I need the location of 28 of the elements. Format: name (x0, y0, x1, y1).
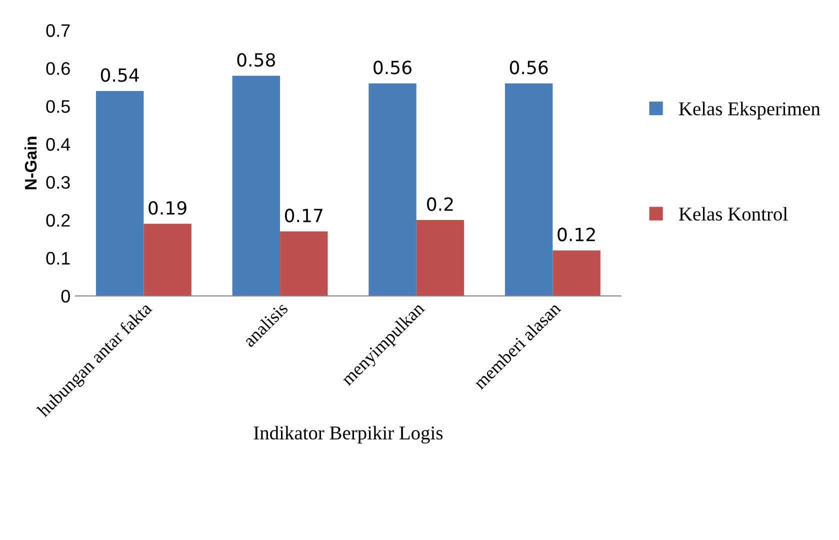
y-tick-label: 0.3 (46, 176, 70, 189)
legend-label: Kelas Kontrol (678, 206, 788, 221)
y-tick-label: 0.7 (46, 24, 70, 37)
bar (416, 220, 464, 296)
data-label: 0.19 (148, 201, 186, 215)
data-label: 0.58 (237, 53, 276, 67)
data-label: 0.2 (427, 197, 453, 211)
y-tick-label: 0.1 (46, 252, 70, 265)
bar (232, 76, 280, 296)
bar (96, 90, 144, 296)
data-label: 0.54 (100, 68, 139, 82)
y-tick-label: 0.2 (46, 214, 70, 227)
y-tick-label: 0.4 (46, 138, 70, 151)
data-label: 0.12 (558, 228, 595, 242)
y-tick-label: 0 (61, 290, 70, 303)
bar (504, 83, 553, 296)
y-axis-title: N-Gain (24, 136, 37, 190)
bar (368, 83, 416, 296)
legend-label: Kelas Eksperimen (678, 102, 820, 120)
bar (552, 250, 600, 296)
bar (280, 231, 328, 296)
data-label: 0.56 (510, 60, 548, 74)
data-label: 0.17 (284, 208, 322, 222)
data-label: 0.56 (374, 60, 412, 74)
x-axis-title: Indikator Berpikir Logis (254, 426, 443, 444)
bar (144, 224, 192, 296)
y-tick-label: 0.6 (46, 62, 70, 75)
y-tick-label: 0.5 (46, 100, 70, 113)
